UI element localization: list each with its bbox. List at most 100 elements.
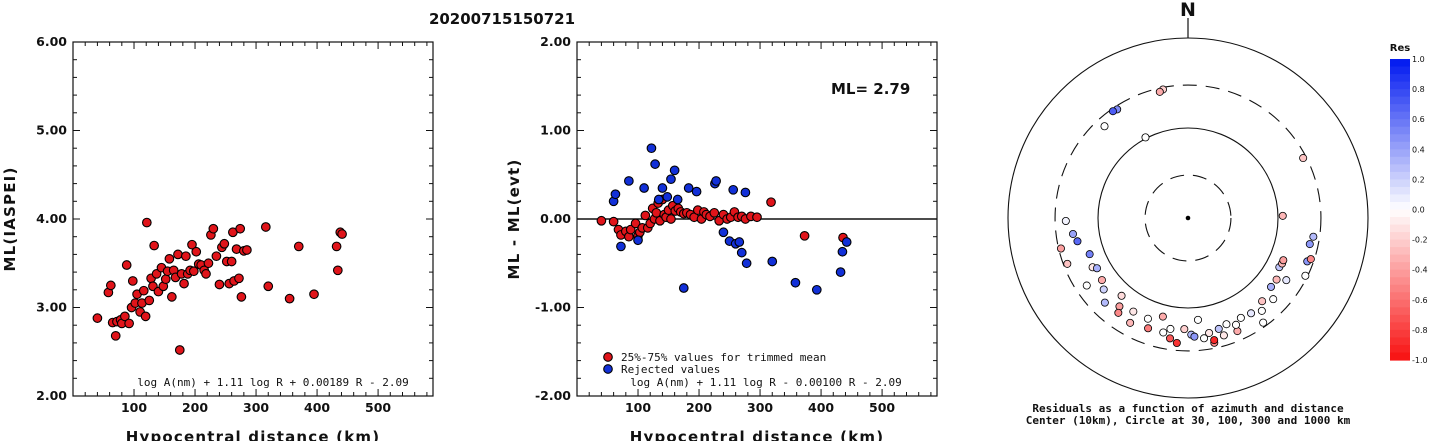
ml-value-annotation: ML= 2.79 bbox=[831, 80, 910, 98]
colorbar-tick-label: -0.6 bbox=[1412, 296, 1428, 305]
colorbar-swatch bbox=[1390, 126, 1410, 135]
trimmed-point bbox=[234, 273, 244, 284]
trimmed-point bbox=[625, 224, 636, 235]
colorbar-swatch bbox=[1390, 284, 1410, 293]
x-tick-label: 500 bbox=[869, 400, 895, 415]
rejected-point bbox=[669, 165, 680, 176]
trimmed-point bbox=[293, 241, 304, 252]
rejected-point bbox=[650, 159, 660, 169]
station-residual-point bbox=[1210, 336, 1219, 345]
colorbar-tick-label: 0.4 bbox=[1412, 145, 1425, 154]
colorbar-swatch bbox=[1390, 119, 1410, 128]
station-residual-point bbox=[1247, 309, 1256, 318]
rejected-point bbox=[835, 267, 846, 277]
colorbar-tick-label: -0.4 bbox=[1412, 266, 1428, 275]
station-residual-point bbox=[1301, 271, 1310, 280]
station-residual-point bbox=[1219, 331, 1228, 340]
distance-ring-30km bbox=[1144, 174, 1232, 262]
station-residual-point bbox=[1166, 334, 1175, 343]
rejected-point bbox=[616, 241, 626, 252]
station-residual-point bbox=[1158, 312, 1167, 321]
colorbar-swatch bbox=[1390, 344, 1410, 354]
distance-ring-1000km bbox=[1007, 37, 1369, 399]
colorbar-swatch bbox=[1390, 96, 1410, 105]
station-residual-point bbox=[1141, 133, 1150, 142]
trimmed-point bbox=[173, 249, 183, 260]
rejected-point bbox=[734, 237, 745, 247]
station-residual-point bbox=[1180, 325, 1189, 334]
x-axis-label: Hypocentral distance (km) bbox=[126, 428, 381, 441]
trimmed-point bbox=[121, 260, 132, 270]
station-residual-point bbox=[1205, 328, 1214, 337]
rejected-point bbox=[740, 187, 751, 198]
rejected-point bbox=[639, 183, 649, 193]
trimmed-point bbox=[608, 216, 619, 227]
station-residual-point bbox=[1306, 255, 1315, 264]
trimmed-point bbox=[309, 289, 319, 300]
colorbar-swatch bbox=[1390, 307, 1410, 316]
colorbar-tick-label: 0.6 bbox=[1412, 115, 1425, 124]
trimmed-point bbox=[179, 278, 189, 289]
trimmed-point bbox=[203, 258, 214, 269]
trimmed-point bbox=[127, 276, 138, 286]
trimmed-point bbox=[799, 230, 810, 241]
x-tick-label: 100 bbox=[121, 400, 147, 415]
station-residual-point bbox=[1143, 314, 1152, 323]
colorbar-swatch bbox=[1390, 262, 1410, 271]
station-residual-point bbox=[1159, 328, 1168, 337]
trimmed-point bbox=[766, 197, 776, 208]
trimmed-point bbox=[149, 240, 160, 251]
trimmed-point bbox=[331, 241, 342, 252]
trimmed-point bbox=[124, 318, 134, 329]
station-residual-point bbox=[1269, 295, 1278, 304]
trimmed-point bbox=[211, 251, 222, 262]
colorbar-swatch bbox=[1390, 322, 1410, 331]
colorbar-tick-label: 0.2 bbox=[1412, 175, 1425, 184]
trimmed-point bbox=[242, 245, 252, 255]
station-residual-point bbox=[1068, 229, 1077, 238]
station-residual-point bbox=[1056, 244, 1065, 253]
colorbar-swatch bbox=[1390, 269, 1410, 278]
colorbar-swatch bbox=[1390, 217, 1410, 226]
station-residual-point bbox=[1236, 313, 1245, 322]
rejected-point bbox=[841, 237, 852, 247]
trimmed-point bbox=[160, 274, 171, 285]
x-tick-label: 300 bbox=[747, 400, 773, 415]
rejected-point bbox=[662, 192, 673, 202]
legend-rejected-marker bbox=[603, 364, 613, 374]
station-residual-point bbox=[1108, 107, 1117, 116]
colorbar-tick-label: 0.8 bbox=[1412, 85, 1425, 94]
station-residual-point bbox=[1097, 276, 1106, 285]
station-residual-point bbox=[1190, 332, 1199, 341]
formula-text: log A(nm) + 1.11 log R - 0.00100 R - 2.0… bbox=[630, 376, 902, 389]
colorbar-swatch bbox=[1390, 329, 1410, 339]
y-tick-label: -2.00 bbox=[535, 388, 571, 403]
trimmed-point bbox=[164, 253, 175, 264]
distance-ring-100km bbox=[1097, 127, 1279, 309]
station-residual-point bbox=[1231, 320, 1240, 329]
station-residual-point bbox=[1305, 240, 1314, 249]
north-label: N bbox=[1180, 0, 1196, 21]
trimmed-point bbox=[191, 246, 202, 257]
y-tick-label: 4.00 bbox=[36, 211, 67, 226]
y-tick-label: 5.00 bbox=[36, 123, 67, 138]
station-residual-point bbox=[1100, 298, 1109, 307]
colorbar-swatch bbox=[1390, 254, 1410, 263]
y-tick-label: 6.00 bbox=[36, 34, 67, 49]
rejected-point bbox=[646, 143, 657, 154]
station-residual-point bbox=[1092, 264, 1101, 273]
station-residual-point bbox=[1129, 307, 1138, 316]
x-tick-label: 500 bbox=[365, 400, 391, 415]
colorbar-swatch bbox=[1390, 224, 1410, 233]
station-residual-point bbox=[1100, 122, 1109, 131]
colorbar-swatch bbox=[1390, 66, 1410, 75]
station-residual-point bbox=[1073, 237, 1082, 246]
rejected-point bbox=[683, 183, 694, 193]
polar-caption-line1: Residuals as a function of azimuth and d… bbox=[1032, 402, 1344, 415]
trimmed-point bbox=[181, 251, 191, 262]
colorbar-swatch bbox=[1390, 104, 1410, 113]
station-residual-point bbox=[1222, 320, 1231, 329]
colorbar-swatch bbox=[1390, 74, 1410, 83]
trimmed-point bbox=[141, 217, 152, 228]
